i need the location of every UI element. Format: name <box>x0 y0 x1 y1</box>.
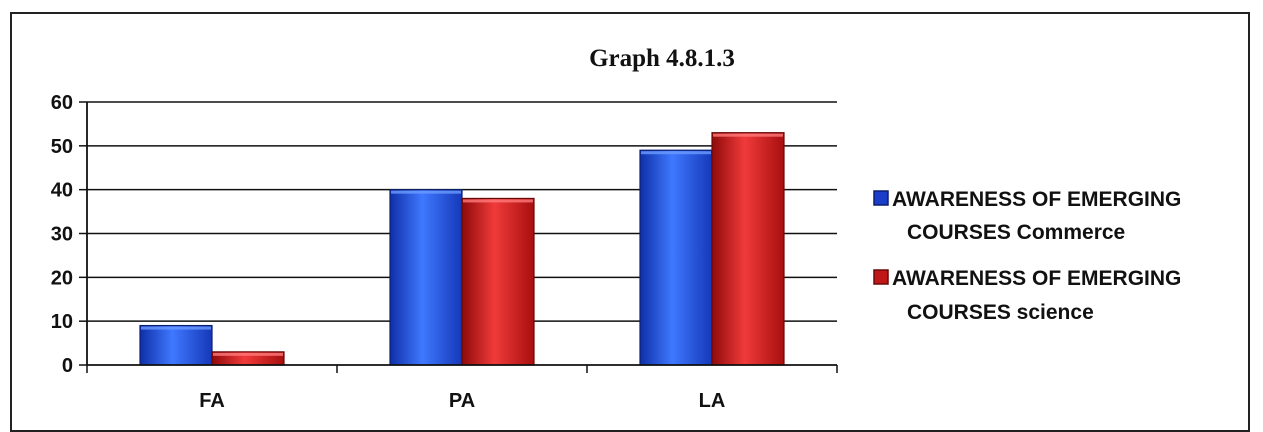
bar-highlight-fa-series-2 <box>213 352 283 356</box>
y-tick-label-20: 20 <box>51 267 73 289</box>
y-tick-label-40: 40 <box>51 180 73 202</box>
x-tick-label-pa: PA <box>449 390 475 412</box>
legend: AWARENESS OF EMERGING COURSES Commerce A… <box>873 188 1181 324</box>
bar-la-series-1 <box>639 149 713 366</box>
chart-frame: Graph 4.8.1.3 0 10 20 30 40 50 60 FA PA LA AWARE… <box>10 12 1250 432</box>
bar-chart: Graph 4.8.1.3 0 10 20 30 40 50 60 FA PA LA AWARE… <box>51 45 1182 412</box>
y-tick-label-50: 50 <box>51 136 73 158</box>
bar-highlight-la-series-1 <box>641 151 711 155</box>
bars <box>139 132 785 366</box>
bar-fa-series-1 <box>139 324 213 366</box>
legend-item-commerce: AWARENESS OF EMERGING COURSES Commerce <box>873 188 1181 244</box>
bar-highlight-pa-series-1 <box>391 190 461 194</box>
legend-label-science-line1: AWARENESS OF EMERGING <box>892 267 1181 290</box>
legend-label-commerce-line1: AWARENESS OF EMERGING <box>892 188 1181 211</box>
legend-label-science-line2: COURSES science <box>907 301 1094 324</box>
y-tick-label-60: 60 <box>51 92 73 114</box>
legend-item-science: AWARENESS OF EMERGING COURSES science <box>873 267 1181 324</box>
bar-highlight-fa-series-1 <box>141 326 211 330</box>
bar-highlight-la-series-2 <box>713 133 783 137</box>
bar-pa-series-1 <box>389 189 463 366</box>
bar-highlight-pa-series-2 <box>463 199 533 203</box>
legend-label-commerce-line2: COURSES Commerce <box>907 221 1125 244</box>
x-tick-label-la: LA <box>699 390 726 412</box>
chart-title: Graph 4.8.1.3 <box>589 45 735 72</box>
x-tick-label-fa: FA <box>199 390 225 412</box>
legend-swatch-commerce <box>873 190 889 206</box>
bar-la-series-2 <box>711 132 785 366</box>
y-tick-label-10: 10 <box>51 311 73 333</box>
y-axis-ticks: 0 10 20 30 40 50 60 <box>51 92 87 377</box>
y-tick-label-0: 0 <box>62 355 73 377</box>
axes <box>86 102 837 366</box>
bar-pa-series-2 <box>461 197 535 366</box>
x-axis-ticks: FA PA LA <box>86 365 838 412</box>
legend-swatch-science <box>873 269 889 285</box>
y-tick-label-30: 30 <box>51 224 73 246</box>
